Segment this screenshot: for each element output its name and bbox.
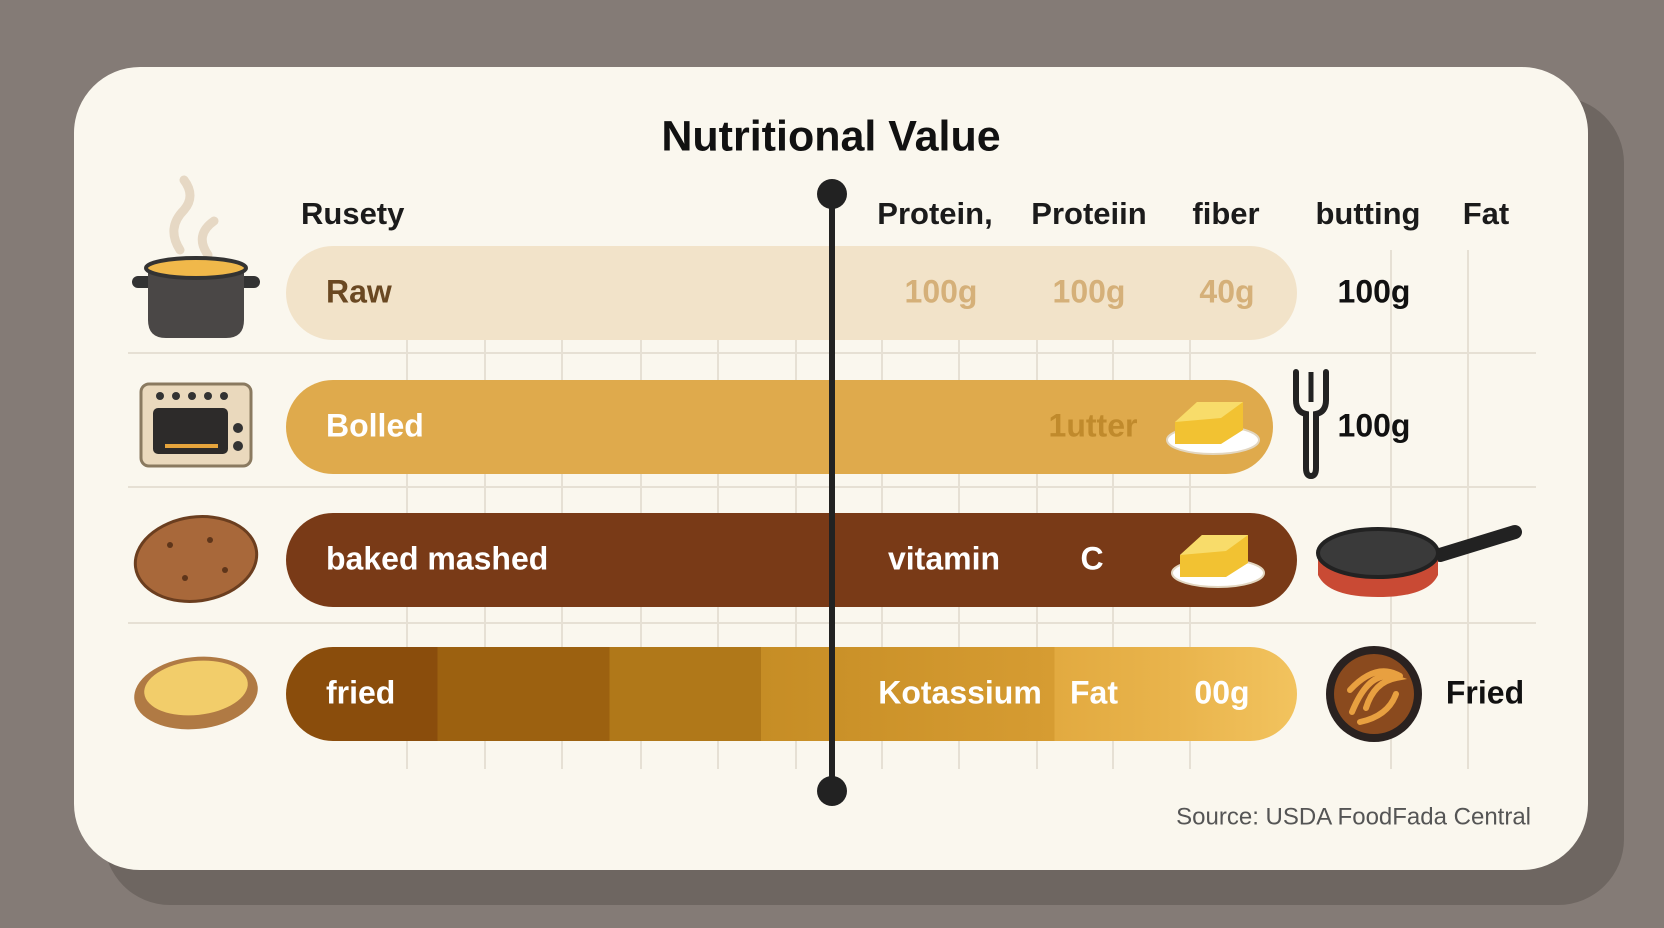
row-label: Raw xyxy=(326,273,392,309)
fork-icon xyxy=(1293,369,1329,480)
title: Nutritional Value xyxy=(661,112,1000,160)
bar-raw xyxy=(286,246,1297,340)
cell: 00g xyxy=(1194,674,1249,710)
potato-icon xyxy=(133,515,259,603)
column-header: Protein, xyxy=(877,196,992,231)
column-header: butting xyxy=(1315,196,1420,231)
column-header: Rusety xyxy=(301,196,405,231)
cell: 100g xyxy=(1053,273,1126,309)
pot-icon xyxy=(132,175,260,338)
divider-dot xyxy=(817,179,847,209)
row-label: Bolled xyxy=(326,407,424,443)
side-value: Fried xyxy=(1446,674,1524,710)
bar-fried xyxy=(286,647,1297,741)
row-label: fried xyxy=(326,674,395,710)
cell: C xyxy=(1080,540,1103,576)
cell: 100g xyxy=(905,273,978,309)
column-header: Fat xyxy=(1463,196,1510,231)
cell: 40g xyxy=(1199,273,1254,309)
cell: Kotassium xyxy=(878,674,1042,710)
butter-icon xyxy=(1166,402,1260,455)
butter-icon xyxy=(1171,535,1265,588)
column-header: Proteiin xyxy=(1031,196,1146,231)
divider-dot xyxy=(817,776,847,806)
cell: vitamin xyxy=(888,540,1000,576)
row-label: baked mashed xyxy=(326,540,548,576)
column-header: fiber xyxy=(1192,196,1259,231)
slice-icon xyxy=(134,656,258,730)
source: Source: USDA FoodFada Central xyxy=(1176,803,1531,830)
side-value: 100g xyxy=(1338,273,1411,309)
cell: Fat xyxy=(1070,674,1118,710)
oven-icon xyxy=(139,382,253,468)
fried-icon xyxy=(1326,646,1422,742)
cell: 1utter xyxy=(1049,407,1138,443)
side-value: 100g xyxy=(1338,407,1411,443)
bar-boiled xyxy=(286,380,1273,474)
pan-icon xyxy=(1316,525,1522,597)
bar-baked xyxy=(286,513,1297,607)
